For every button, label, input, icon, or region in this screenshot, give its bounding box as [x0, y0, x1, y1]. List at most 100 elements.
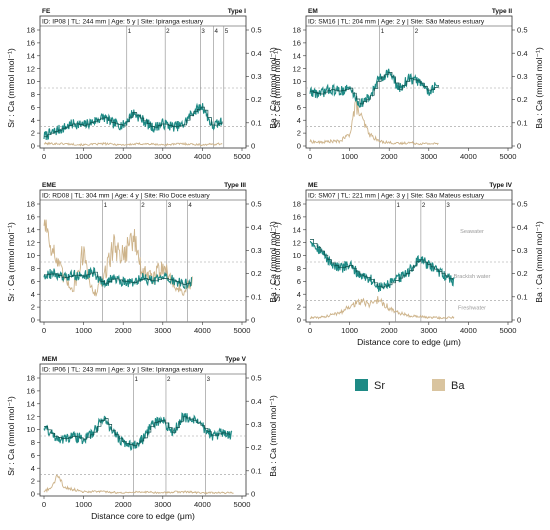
annulus-label: 2 — [167, 376, 171, 383]
y-right-tick-label: 0.1 — [251, 466, 262, 475]
y-right-tick-label: 0.4 — [251, 223, 262, 232]
panel-eme: EME Type III ID: RD08 | TL: 304 mm | Age: … — [6, 182, 278, 335]
y-left-tick-label: 10 — [293, 77, 301, 86]
y-left-tick-label: 6 — [297, 277, 301, 286]
panel-info-label: ID: IP08 | TL: 244 mm | Age: 5 y | Site:… — [42, 19, 204, 26]
y-left-tick-label: 2 — [297, 129, 301, 138]
series-sr-line — [43, 102, 223, 141]
x-tick-label: 1000 — [75, 326, 92, 335]
y-left-tick-label: 14 — [293, 51, 301, 60]
y-left-tick-label: 18 — [27, 26, 35, 35]
x-axis-label: Distance core to edge (μm) — [91, 511, 195, 521]
series-ba-line — [43, 474, 234, 495]
x-tick-label: 3000 — [420, 152, 437, 161]
y-left-tick-label: 4 — [297, 116, 301, 125]
panel-mem: MEM Type V ID: IP06 | TL: 243 mm | Age: 3 … — [6, 356, 278, 521]
x-axis-label: Distance core to edge (μm) — [357, 337, 461, 347]
y-left-tick-label: 6 — [31, 277, 35, 286]
y-left-axis-label: Sr : Ca (mmol mol⁻¹) — [6, 396, 16, 476]
series-ba-line — [43, 141, 223, 147]
x-tick-label: 3000 — [420, 326, 437, 335]
annulus-label: 3 — [446, 202, 450, 209]
y-right-axis-label: Ba : Ca (mmol mol⁻¹) — [268, 395, 278, 477]
zone-label: Seawater — [460, 229, 484, 235]
y-left-tick-label: 18 — [293, 200, 301, 209]
y-left-tick-label: 6 — [31, 103, 35, 112]
x-tick-label: 2000 — [115, 152, 132, 161]
panel-group-label: EM — [308, 8, 318, 15]
annulus-label: 4 — [214, 28, 218, 35]
y-right-tick-label: 0.4 — [251, 49, 262, 58]
y-left-axis-label: Sr : Ca (mmol mol⁻¹) — [272, 48, 282, 128]
y-left-tick-label: 12 — [293, 64, 301, 73]
panel-type-label: Type III — [224, 182, 246, 189]
series-sr-smoothed-line — [310, 72, 439, 105]
y-left-tick-label: 0 — [31, 142, 35, 151]
x-tick-label: 1000 — [75, 500, 92, 509]
plot-frame — [39, 363, 247, 497]
y-right-tick-label: 0.4 — [517, 49, 528, 58]
annulus-label: 1 — [397, 202, 401, 209]
panel-info-label: ID: RD08 | TL: 304 mm | Age: 4 y | Site:… — [42, 193, 210, 200]
y-left-tick-label: 4 — [297, 290, 301, 299]
annulus-label: 1 — [128, 28, 132, 35]
y-left-tick-label: 16 — [27, 38, 35, 47]
y-right-tick-label: 0.2 — [517, 269, 528, 278]
y-right-tick-label: 0.3 — [517, 72, 528, 81]
y-right-tick-label: 0 — [251, 142, 255, 151]
annulus-label: 1 — [104, 202, 108, 209]
legend-swatch-sr — [355, 379, 368, 391]
x-tick-label: 4000 — [194, 500, 211, 509]
x-tick-label: 4000 — [460, 152, 477, 161]
y-right-axis-label: Ba : Ca (mmol mol⁻¹) — [534, 221, 544, 303]
x-tick-label: 4000 — [194, 152, 211, 161]
y-left-tick-label: 12 — [293, 238, 301, 247]
x-tick-label: 0 — [42, 326, 46, 335]
y-left-tick-label: 4 — [31, 290, 35, 299]
y-left-tick-label: 18 — [27, 200, 35, 209]
y-right-tick-label: 0.4 — [517, 223, 528, 232]
annulus-label: 2 — [141, 202, 145, 209]
y-left-tick-label: 0 — [31, 490, 35, 499]
zone-label: Freshwater — [458, 306, 486, 312]
panel-type-label: Type IV — [489, 182, 512, 189]
x-tick-label: 3000 — [154, 326, 171, 335]
x-tick-label: 5000 — [500, 326, 517, 335]
x-tick-label: 5000 — [234, 326, 251, 335]
legend-swatch-ba — [432, 379, 445, 391]
y-right-tick-label: 0 — [517, 142, 521, 151]
x-tick-label: 0 — [308, 152, 312, 161]
x-tick-label: 3000 — [154, 152, 171, 161]
y-right-tick-label: 0.3 — [517, 246, 528, 255]
y-left-tick-label: 14 — [293, 225, 301, 234]
series-ba-line — [43, 219, 193, 297]
y-left-tick-label: 12 — [27, 64, 35, 73]
y-right-tick-label: 0 — [251, 490, 255, 499]
y-right-tick-label: 0.5 — [251, 374, 262, 383]
y-left-tick-label: 0 — [31, 316, 35, 325]
x-tick-label: 1000 — [341, 326, 358, 335]
y-left-axis-label: Sr : Ca (mmol mol⁻¹) — [6, 48, 16, 128]
annulus-label: 2 — [166, 28, 170, 35]
x-tick-label: 2000 — [115, 326, 132, 335]
y-right-tick-label: 0.5 — [251, 200, 262, 209]
y-left-tick-label: 10 — [27, 251, 35, 260]
y-left-tick-label: 0 — [297, 316, 301, 325]
y-left-tick-label: 18 — [27, 374, 35, 383]
y-left-tick-label: 14 — [27, 51, 35, 60]
x-tick-label: 3000 — [154, 500, 171, 509]
y-left-tick-label: 2 — [31, 303, 35, 312]
y-left-tick-label: 0 — [297, 142, 301, 151]
series-sr-smoothed-line — [44, 106, 223, 137]
y-left-tick-label: 8 — [31, 264, 35, 273]
panel-me: ME Type IV ID: SM07 | TL: 221 mm | Age: 3 … — [272, 182, 544, 347]
y-left-axis-label: Sr : Ca (mmol mol⁻¹) — [272, 222, 282, 302]
y-right-axis-label: Ba : Ca (mmol mol⁻¹) — [534, 47, 544, 129]
panel-info-label: ID: IP06 | TL: 243 mm | Age: 3 y | Site:… — [42, 367, 204, 374]
y-left-tick-label: 10 — [27, 77, 35, 86]
y-right-tick-label: 0.2 — [251, 443, 262, 452]
y-left-tick-label: 4 — [31, 116, 35, 125]
y-right-tick-label: 0 — [517, 316, 521, 325]
y-left-tick-label: 16 — [293, 212, 301, 221]
